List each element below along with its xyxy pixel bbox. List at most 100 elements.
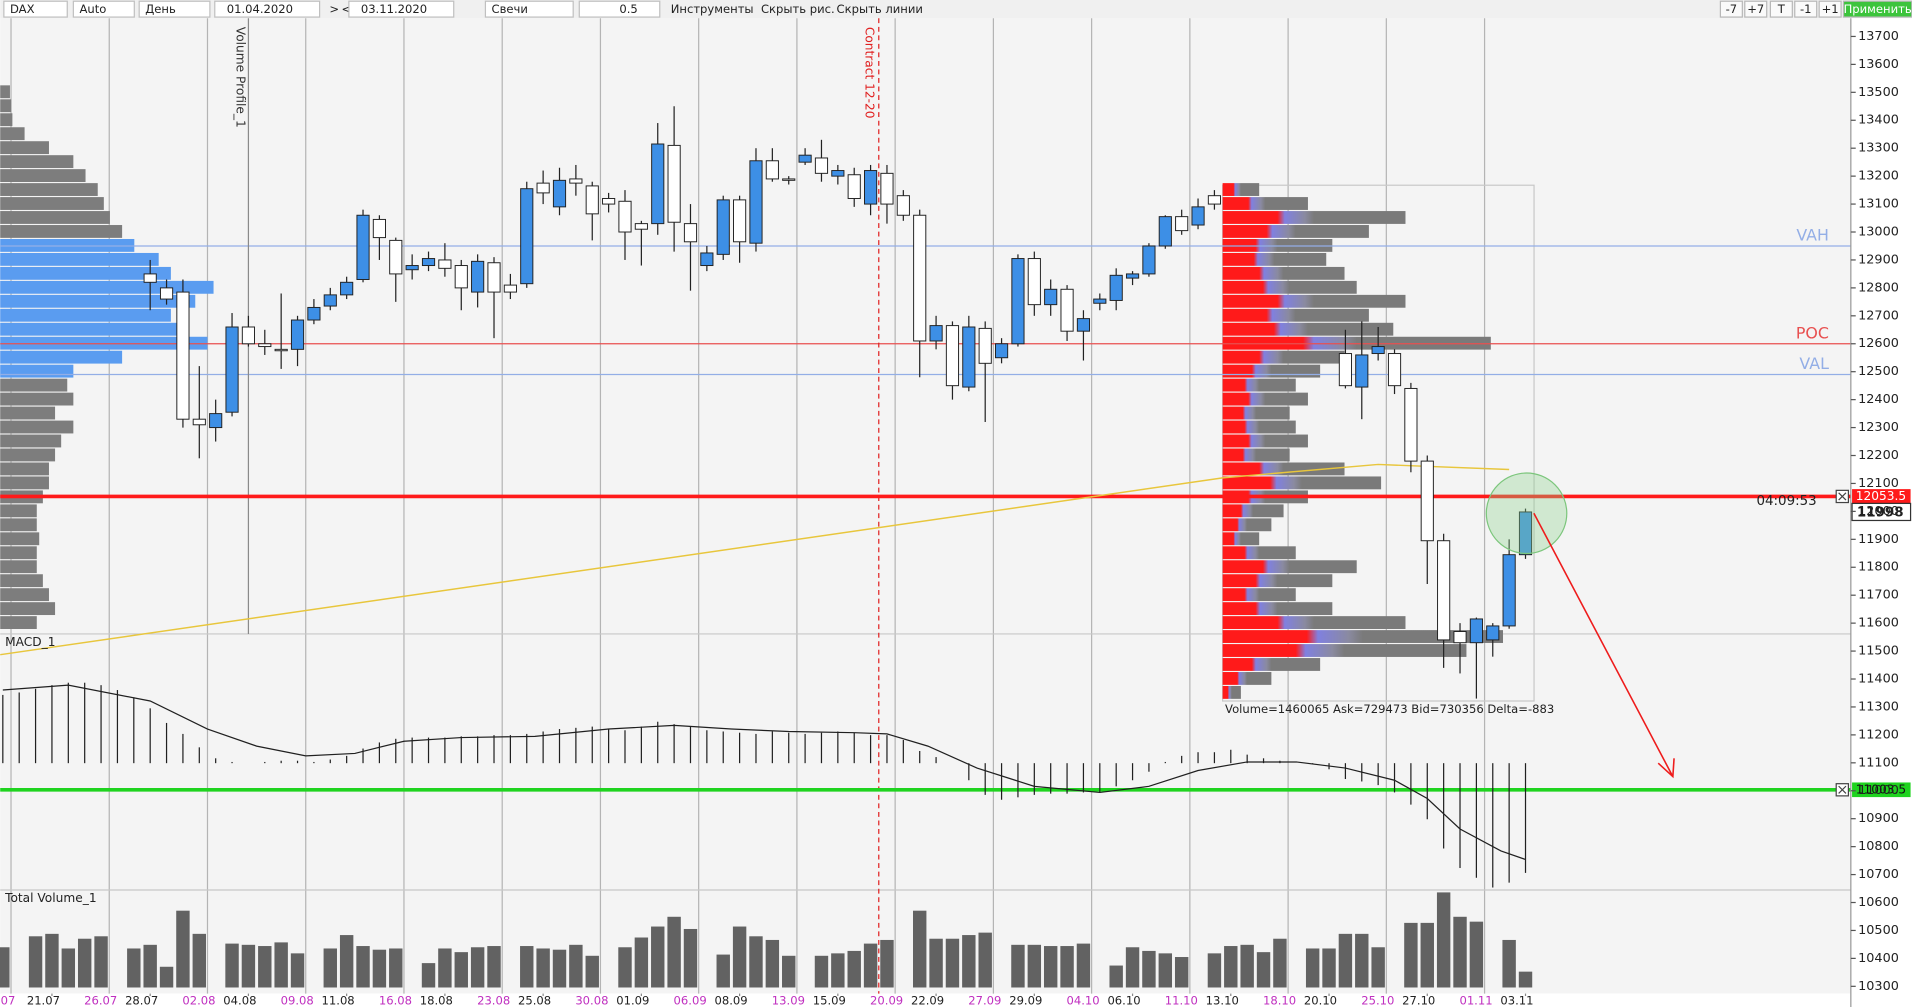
y-tick-label: 12500 — [1858, 364, 1899, 379]
candle-body — [520, 188, 534, 285]
toolbar-field[interactable] — [3, 0, 68, 18]
volume-bar — [421, 963, 436, 988]
profile-bar — [1222, 183, 1260, 196]
toolbar-field[interactable] — [138, 0, 211, 18]
candle-body — [487, 262, 501, 293]
y-tick-label: 11700 — [1858, 588, 1899, 603]
y-tick-label: 13300 — [1858, 141, 1899, 156]
toolbar-field[interactable] — [348, 0, 455, 18]
toolbar-field[interactable] — [72, 0, 135, 18]
profile-bar — [1222, 420, 1296, 434]
candle-body — [913, 214, 927, 342]
toolbar-item[interactable]: 01.04.2020 — [227, 2, 293, 16]
toolbar-item[interactable]: Инструменты — [671, 2, 754, 16]
toolbar-button[interactable] — [1794, 0, 1818, 18]
toolbar-item[interactable]: 0.5 — [619, 2, 637, 16]
profile-bar — [0, 294, 196, 308]
panel-title: Total Volume_1 — [4, 891, 97, 905]
profile-bar — [1222, 685, 1241, 699]
y-tick-label: 12000 — [1858, 504, 1899, 519]
toolbar-item[interactable]: День — [145, 2, 176, 16]
candle-body — [1175, 216, 1189, 232]
candle-body — [225, 326, 239, 413]
profile-bar — [1222, 588, 1296, 602]
volume-bar — [1142, 950, 1156, 988]
volume-bar — [192, 933, 207, 988]
volume-bar — [127, 948, 141, 988]
candle-body — [683, 223, 698, 243]
profile-bar — [1222, 616, 1406, 630]
toolbar-item[interactable]: Скрыть рис. — [761, 2, 835, 16]
candle-body — [782, 178, 796, 181]
profile-bar — [0, 99, 12, 113]
toolbar-button-label[interactable]: -7 — [1726, 2, 1738, 16]
toolbar-field[interactable] — [214, 0, 321, 18]
volume-bar — [978, 932, 992, 988]
volume-bar — [323, 948, 337, 988]
last-price: 11998 — [1857, 506, 1904, 521]
volume-bar — [765, 939, 780, 988]
toolbar-item[interactable]: < — [342, 2, 352, 16]
profile-bar — [1222, 672, 1272, 685]
x-tick-label: 25.08 — [518, 993, 551, 1007]
y-tick-label: 10400 — [1858, 951, 1899, 966]
profile-bar — [0, 532, 40, 546]
y-tick-label: 11300 — [1858, 699, 1899, 714]
candle-body — [1125, 273, 1140, 279]
toolbar-item[interactable]: Auto — [79, 2, 106, 16]
x-tick-label: 28.07 — [125, 993, 158, 1007]
profile-bar — [0, 420, 74, 434]
toolbar-button-label[interactable]: -1 — [1800, 2, 1812, 16]
volume-bar — [1256, 952, 1271, 988]
candle-body — [405, 265, 419, 271]
y-tick-label: 10600 — [1858, 895, 1899, 910]
toolbar-button[interactable] — [1818, 0, 1842, 18]
volume-bar — [667, 916, 681, 988]
toolbar-item[interactable]: 03.11.2020 — [361, 2, 427, 16]
volume-bar — [61, 948, 76, 988]
toolbar-button[interactable] — [1744, 0, 1768, 18]
profile-bar — [1222, 630, 1504, 643]
candle-body — [1191, 206, 1205, 226]
volume-bar — [683, 928, 698, 988]
profile-bar — [0, 85, 10, 99]
toolbar-button-label[interactable]: Применить — [1844, 2, 1912, 16]
candle-body — [552, 179, 567, 208]
toolbar-item[interactable]: Скрыть линии — [837, 2, 923, 16]
y-tick-label: 10300 — [1858, 979, 1899, 994]
profile-bar — [1222, 252, 1327, 266]
toolbar-field[interactable] — [578, 0, 661, 18]
y-tick-label: 11900 — [1858, 532, 1899, 547]
profile-bar — [0, 462, 49, 476]
volume-bar — [847, 950, 861, 988]
x-tick-label: 18.08 — [420, 993, 453, 1007]
toolbar-item[interactable]: Свечи — [492, 2, 528, 16]
x-tick-label: 23.08 — [477, 993, 510, 1007]
profile-info: Volume=1460065 Ask=729473 Bid=730356 Del… — [1225, 702, 1554, 716]
toolbar-button-label[interactable]: T — [1777, 2, 1786, 16]
toolbar-item[interactable]: DAX — [10, 2, 35, 16]
volume-bar — [1338, 933, 1353, 988]
volume-bar — [1174, 957, 1189, 988]
y-tick-label: 10500 — [1858, 923, 1899, 938]
volume-bar — [863, 943, 878, 988]
volume-bar — [1043, 946, 1058, 988]
toolbar-field[interactable] — [484, 0, 574, 18]
profile-bar — [1222, 518, 1272, 532]
y-tick-label: 13400 — [1858, 113, 1899, 128]
volume-bar — [470, 947, 485, 988]
volume-bar — [1240, 944, 1254, 988]
toolbar-button-label[interactable]: +7 — [1747, 2, 1764, 16]
volume-bar — [438, 948, 452, 988]
volume-bar — [1273, 938, 1287, 988]
candle-body — [1486, 625, 1500, 641]
profile-bar — [1222, 308, 1369, 322]
toolbar-button-label[interactable]: +1 — [1822, 2, 1839, 16]
toolbar-button[interactable] — [1769, 0, 1793, 18]
y-tick-label: 10900 — [1858, 811, 1899, 826]
volume-bar — [1420, 922, 1434, 988]
toolbar-item[interactable]: > — [329, 2, 339, 16]
toolbar-button[interactable] — [1719, 0, 1743, 18]
profile-bar — [0, 350, 123, 364]
candle-body — [1404, 387, 1418, 462]
